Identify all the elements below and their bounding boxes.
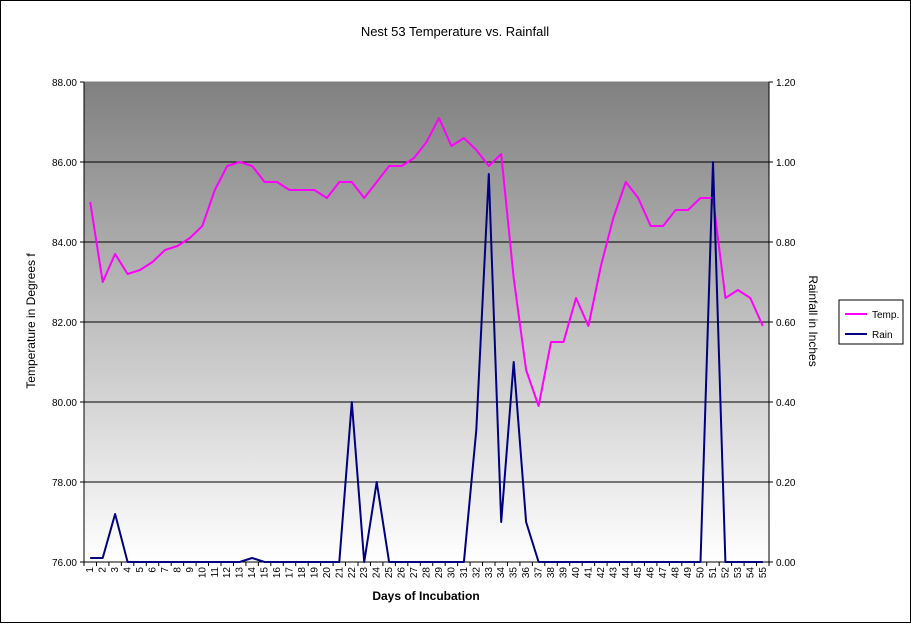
y-tick-label: 76.00 (52, 558, 77, 569)
x-tick-label: 44 (621, 567, 632, 579)
x-tick-label: 15 (260, 567, 271, 579)
x-tick-label: 18 (297, 567, 308, 579)
x-tick-label: 1 (85, 567, 96, 573)
x-tick-label: 21 (334, 567, 345, 579)
x-tick-label: 27 (409, 567, 420, 579)
chart-title: Nest 53 Temperature vs. Rainfall (361, 24, 549, 39)
gridlines (84, 161, 769, 483)
x-tick-label: 7 (160, 567, 171, 573)
series-line-temp (89, 117, 764, 407)
y2-tick-label: 0.20 (776, 478, 796, 489)
series-line-rain (90, 161, 763, 563)
y-axis-label: Temperature in Degrees f (24, 253, 38, 389)
x-tick-label: 17 (285, 567, 296, 579)
x-tick-label: 48 (671, 567, 682, 579)
x-tick-label: 42 (596, 567, 607, 579)
legend-label-rain: Rain (872, 330, 893, 341)
y-tick-label: 78.00 (52, 478, 77, 489)
x-tick-label: 38 (546, 567, 557, 579)
x-tick-label: 46 (646, 567, 657, 579)
series (89, 117, 764, 563)
x-tick-label: 26 (397, 567, 408, 579)
x-tick-label: 50 (696, 567, 707, 579)
x-tick-label: 23 (359, 567, 370, 579)
y2-tick-label: 0.00 (776, 558, 796, 569)
x-tick-label: 9 (185, 567, 196, 573)
x-tick-label: 29 (434, 567, 445, 579)
y2-tick-label: 1.20 (776, 78, 796, 89)
x-tick-label: 53 (733, 567, 744, 579)
x-tick-label: 45 (633, 567, 644, 579)
x-tick-label: 5 (135, 567, 146, 573)
x-tick-label: 28 (422, 567, 433, 579)
x-tick-label: 39 (559, 567, 570, 579)
x-tick-label: 3 (110, 567, 121, 573)
y-tick-label: 88.00 (52, 78, 77, 89)
y-tick-label: 82.00 (52, 318, 77, 329)
x-tick-label: 40 (571, 567, 582, 579)
x-tick-label: 19 (309, 567, 320, 579)
x-tick-label: 14 (247, 567, 258, 579)
x-tick-label: 11 (210, 567, 221, 578)
legend: Temp. Rain (838, 299, 904, 345)
x-tick-label: 8 (172, 567, 183, 573)
x-tick-label: 6 (148, 567, 159, 573)
x-tick-label: 2 (98, 567, 109, 573)
x-tick-label: 30 (446, 567, 457, 579)
x-tick-label: 41 (583, 567, 594, 579)
y2-tick-label: 0.80 (776, 238, 796, 249)
x-axis-label: Days of Incubation (372, 589, 479, 603)
x-tick-label: 47 (658, 567, 669, 579)
legend-box (838, 299, 904, 345)
x-tick-label: 51 (708, 567, 719, 579)
x-tick-label: 55 (758, 567, 769, 579)
x-tick-label: 33 (484, 567, 495, 579)
x-tick-label: 16 (272, 567, 283, 579)
x-tick-label: 12 (222, 567, 233, 579)
legend-label-temp: Temp. (872, 310, 899, 321)
x-tick-label: 31 (459, 567, 470, 579)
y2-tick-label: 1.00 (776, 158, 796, 169)
x-tick-label: 49 (683, 567, 694, 579)
x-tick-label: 20 (322, 567, 333, 579)
y2-tick-label: 0.60 (776, 318, 796, 329)
x-tick-label: 43 (608, 567, 619, 579)
y2-tick-label: 0.40 (776, 398, 796, 409)
x-tick-label: 35 (509, 567, 520, 579)
x-tick-label: 24 (372, 567, 383, 579)
x-tick-label: 22 (347, 567, 358, 579)
x-tick-label: 34 (496, 567, 507, 579)
y2-axis-label: Rainfall in Inches (806, 275, 820, 366)
y-tick-label: 86.00 (52, 158, 77, 169)
y-tick-label: 80.00 (52, 398, 77, 409)
x-tick-label: 37 (534, 567, 545, 579)
x-tick-label: 13 (235, 567, 246, 579)
x-tick-label: 4 (123, 567, 134, 573)
x-tick-label: 52 (720, 567, 731, 579)
y-tick-label: 84.00 (52, 238, 77, 249)
x-tick-label: 25 (384, 567, 395, 579)
x-tick-label: 10 (197, 567, 208, 579)
x-tick-label: 32 (471, 567, 482, 579)
x-tick-label: 54 (745, 567, 756, 579)
x-tick-label: 36 (521, 567, 532, 579)
